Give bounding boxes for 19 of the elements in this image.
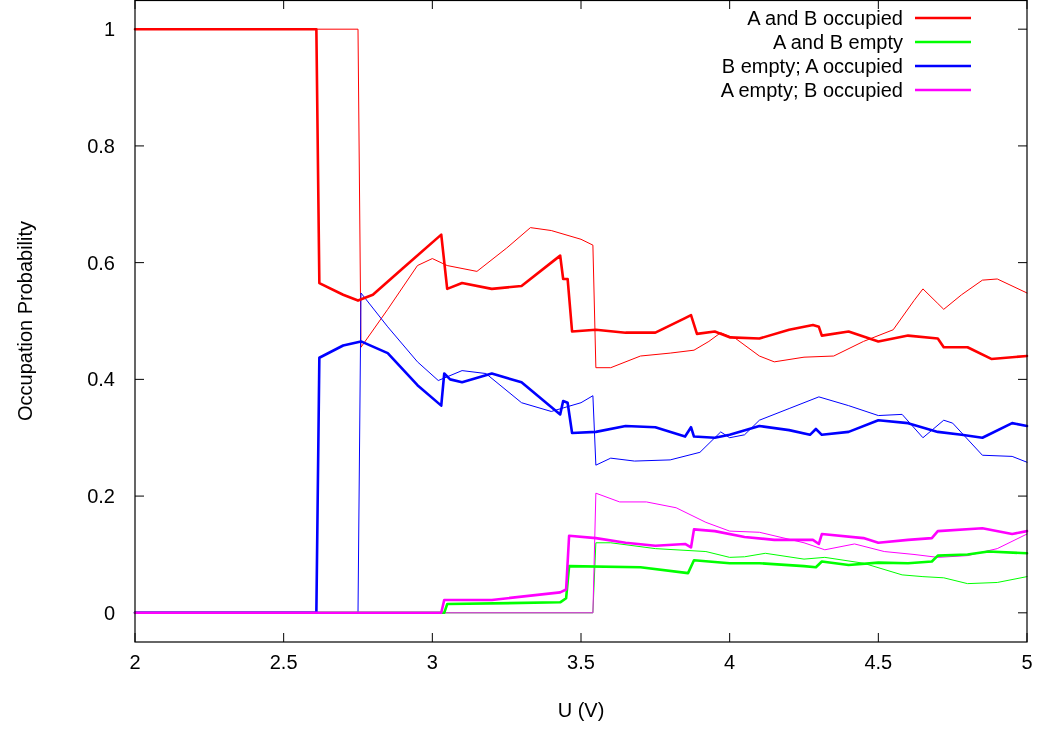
- y-tick-label: 1: [103, 18, 115, 41]
- legend-label: A and B empty: [772, 31, 903, 53]
- legend-label: A empty; B occupied: [720, 79, 903, 101]
- y-tick-label: 0.8: [87, 134, 115, 157]
- x-tick-label: 2: [129, 651, 141, 673]
- x-tick-label: 5: [1021, 651, 1033, 673]
- legend-label: A and B occupied: [747, 7, 903, 29]
- x-tick-label: 3: [426, 651, 438, 673]
- y-axis-title: Occupation Probability: [14, 220, 36, 422]
- y-tick-label: 0.4: [87, 368, 115, 391]
- x-tick-label: 4: [724, 651, 736, 673]
- y-tick-label: 0: [103, 601, 115, 624]
- x-tick-label: 4.5: [864, 651, 893, 673]
- y-tick-label: 0.2: [87, 485, 115, 508]
- x-axis-title: U (V): [557, 699, 605, 721]
- x-tick-label: 3.5: [567, 651, 595, 673]
- legend-label: B empty; A occupied: [721, 55, 903, 77]
- y-tick-label: 0.6: [87, 251, 115, 274]
- x-tick-label: 2.5: [269, 651, 298, 673]
